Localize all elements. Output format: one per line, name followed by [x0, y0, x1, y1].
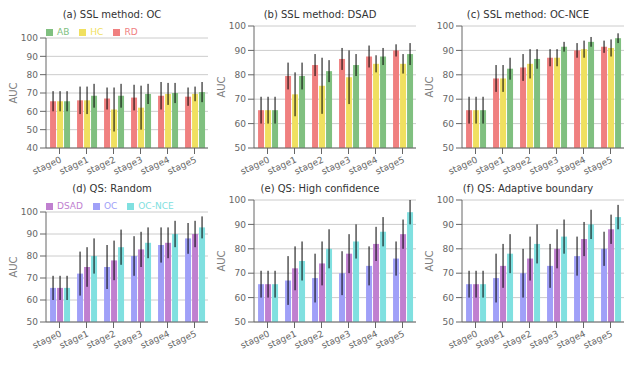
svg-text:60: 60	[27, 295, 39, 305]
svg-text:stage3: stage3	[528, 329, 560, 351]
svg-text:AUC: AUC	[8, 82, 19, 103]
svg-text:100: 100	[21, 33, 38, 43]
svg-text:stage5: stage5	[582, 329, 614, 351]
svg-text:70: 70	[443, 94, 455, 104]
svg-text:AUC: AUC	[216, 250, 227, 271]
svg-text:stage2: stage2	[501, 329, 533, 351]
svg-text:80: 80	[235, 70, 247, 80]
svg-text:stage1: stage1	[266, 329, 298, 351]
html-text:AB: AB	[57, 27, 70, 37]
html-text:(c) SSL method: OC-NCE: (c) SSL method: OC-NCE	[466, 9, 590, 20]
html-text:HC: HC	[90, 27, 104, 37]
svg-text:stage1: stage1	[474, 155, 506, 177]
svg-text:stage4: stage4	[347, 328, 379, 350]
svg-text:AUC: AUC	[424, 76, 435, 97]
html-text:(e) QS: High confidence: (e) QS: High confidence	[260, 183, 380, 194]
svg-text:stage2: stage2	[501, 155, 533, 177]
html-text:(f) QS: Adaptive boundary: (f) QS: Adaptive boundary	[462, 183, 594, 194]
svg-text:stage5: stage5	[166, 329, 198, 351]
svg-text:90: 90	[443, 220, 455, 230]
html-text:(b) SSL method: DSAD: (b) SSL method: DSAD	[263, 9, 377, 20]
svg-text:stage5: stage5	[374, 329, 406, 351]
html-text:DSAD: DSAD	[57, 201, 83, 211]
svg-text:stage0: stage0	[239, 154, 271, 176]
html-text:OC-NCE: OC-NCE	[138, 201, 174, 211]
svg-text:stage4: stage4	[555, 328, 587, 350]
svg-text:80: 80	[27, 251, 39, 261]
svg-text:50: 50	[443, 143, 455, 153]
svg-text:AUC: AUC	[8, 256, 19, 277]
svg-text:stage4: stage4	[347, 154, 379, 176]
svg-text:100: 100	[229, 196, 246, 205]
svg-text:stage3: stage3	[320, 155, 352, 177]
svg-text:70: 70	[27, 88, 39, 98]
svg-text:AUC: AUC	[424, 250, 435, 271]
svg-text:stage1: stage1	[474, 329, 506, 351]
svg-text:stage3: stage3	[320, 329, 352, 351]
html-text:(a) SSL method: OC: (a) SSL method: OC	[62, 9, 162, 20]
svg-text:stage1: stage1	[266, 155, 298, 177]
svg-text:stage3: stage3	[112, 155, 144, 177]
svg-text:stage0: stage0	[447, 328, 479, 350]
svg-text:100: 100	[21, 207, 38, 217]
svg-text:40: 40	[27, 143, 39, 153]
svg-text:70: 70	[235, 94, 247, 104]
svg-text:stage0: stage0	[31, 328, 63, 350]
svg-text:50: 50	[443, 317, 455, 327]
svg-text:stage2: stage2	[85, 155, 117, 177]
svg-text:60: 60	[27, 107, 39, 117]
svg-text:90: 90	[27, 229, 39, 239]
html-text:OC: OC	[103, 201, 118, 211]
svg-text:50: 50	[235, 143, 247, 153]
svg-text:90: 90	[443, 46, 455, 56]
svg-text:100: 100	[437, 22, 454, 31]
svg-text:stage3: stage3	[112, 329, 144, 351]
svg-text:stage2: stage2	[85, 329, 117, 351]
svg-text:stage5: stage5	[582, 155, 614, 177]
html-text:RD: RD	[124, 27, 138, 37]
svg-text:100: 100	[229, 22, 246, 31]
svg-text:stage5: stage5	[166, 155, 198, 177]
svg-text:stage1: stage1	[58, 155, 90, 177]
svg-text:100: 100	[437, 196, 454, 205]
html-text:(d) QS: Random: (d) QS: Random	[72, 183, 152, 194]
svg-text:60: 60	[235, 293, 247, 303]
svg-text:stage0: stage0	[239, 328, 271, 350]
svg-text:60: 60	[235, 119, 247, 129]
svg-text:90: 90	[235, 46, 247, 56]
svg-text:stage4: stage4	[139, 328, 171, 350]
svg-text:70: 70	[27, 273, 39, 283]
svg-text:60: 60	[443, 293, 455, 303]
svg-text:stage2: stage2	[293, 329, 325, 351]
svg-text:80: 80	[235, 244, 247, 254]
svg-text:80: 80	[27, 70, 39, 80]
svg-text:80: 80	[443, 244, 455, 254]
svg-text:stage5: stage5	[374, 155, 406, 177]
svg-text:50: 50	[235, 317, 247, 327]
svg-text:AUC: AUC	[216, 76, 227, 97]
svg-text:stage0: stage0	[31, 154, 63, 176]
svg-text:50: 50	[27, 317, 39, 327]
svg-text:stage4: stage4	[555, 154, 587, 176]
svg-text:stage0: stage0	[447, 154, 479, 176]
svg-text:stage1: stage1	[58, 329, 90, 351]
svg-text:stage2: stage2	[293, 155, 325, 177]
svg-text:stage3: stage3	[528, 155, 560, 177]
svg-text:80: 80	[443, 70, 455, 80]
svg-text:90: 90	[235, 220, 247, 230]
svg-text:60: 60	[443, 119, 455, 129]
svg-text:stage4: stage4	[139, 154, 171, 176]
svg-text:50: 50	[27, 125, 39, 135]
svg-text:70: 70	[443, 268, 455, 278]
svg-text:90: 90	[27, 52, 39, 62]
svg-text:70: 70	[235, 268, 247, 278]
